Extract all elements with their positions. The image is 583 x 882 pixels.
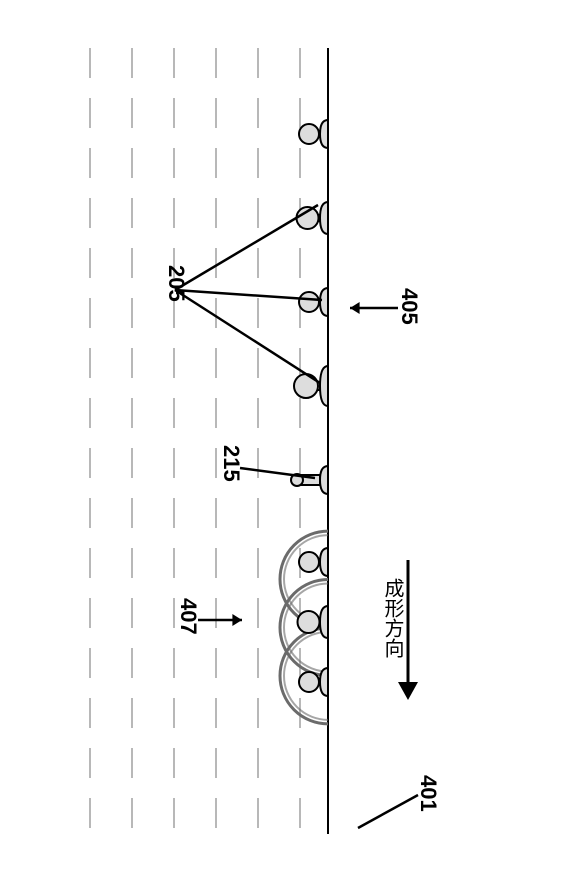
label-401: 401 (415, 775, 441, 812)
label-405: 405 (396, 288, 422, 325)
diagram-canvas (0, 0, 583, 882)
label-215: 215 (218, 445, 244, 482)
direction-label: 成形方向 (378, 578, 407, 658)
label-407: 407 (175, 598, 201, 635)
label-205: 205 (163, 265, 189, 302)
